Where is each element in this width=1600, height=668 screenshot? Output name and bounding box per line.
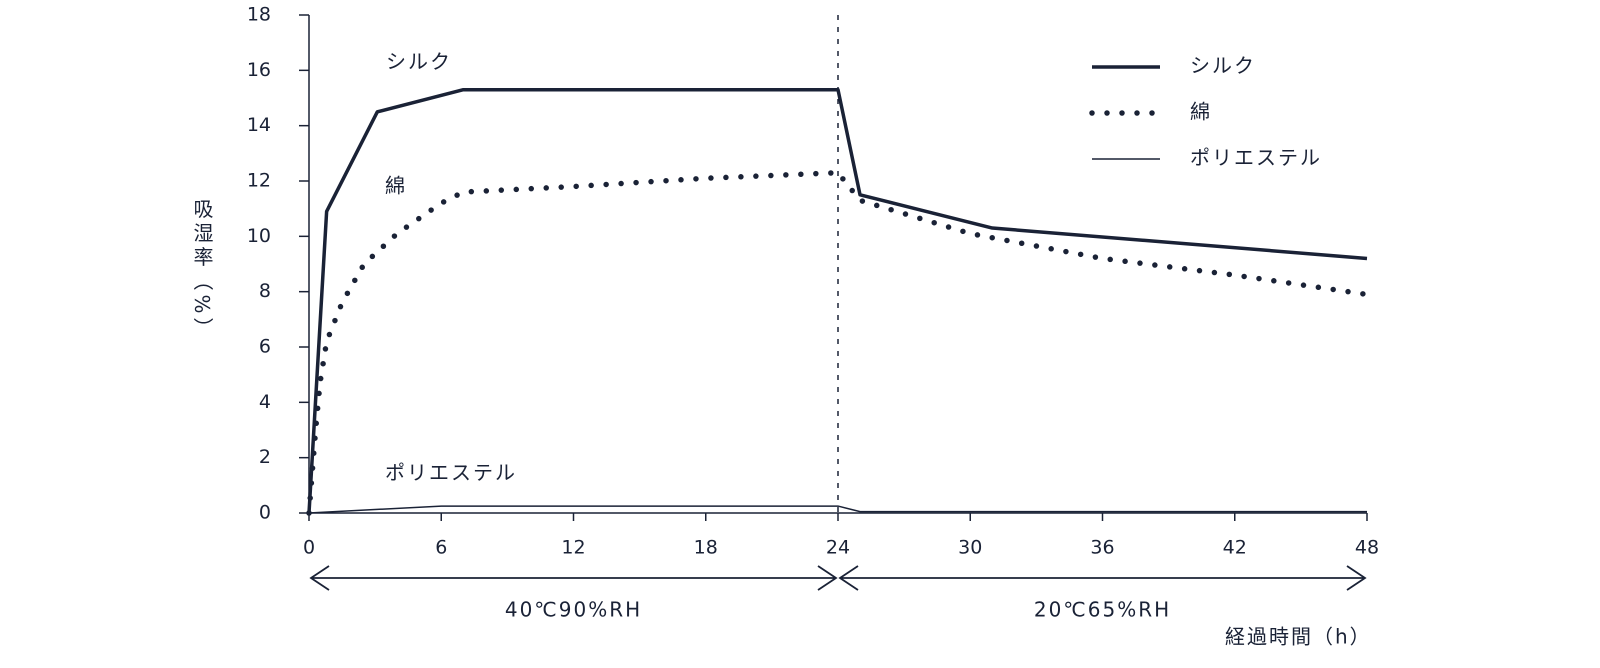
x-axis-label: 経過時間（h）	[1225, 625, 1372, 649]
period-label: 20℃65%RH	[1034, 598, 1171, 622]
x-tick-label: 6	[435, 537, 447, 559]
y-axis-label: 吸湿率（%）	[190, 198, 214, 341]
legend-label: 綿	[1190, 100, 1212, 124]
x-tick-label: 30	[958, 537, 982, 559]
period-label: 40℃90%RH	[505, 598, 642, 622]
y-tick-label: 10	[247, 225, 271, 247]
series-annotation: シルク	[386, 50, 452, 74]
x-tick-label: 42	[1223, 537, 1247, 559]
x-tick-label: 12	[561, 537, 585, 559]
y-tick-label: 4	[259, 391, 271, 413]
series-annotation: 綿	[385, 174, 407, 198]
series-annotation: ポリエステル	[385, 461, 517, 485]
legend-label: シルク	[1190, 54, 1256, 78]
y-tick-label: 0	[259, 502, 271, 524]
y-tick-label: 12	[247, 170, 271, 192]
y-tick-label: 16	[247, 59, 271, 81]
y-tick-label: 14	[247, 114, 271, 136]
legend-label: ポリエステル	[1190, 146, 1322, 170]
x-tick-label: 36	[1090, 537, 1114, 559]
series-line	[308, 505, 1367, 514]
x-tick-label: 18	[694, 537, 718, 559]
y-tick-label: 6	[259, 336, 271, 358]
y-tick-label: 8	[259, 280, 271, 302]
series-line	[307, 87, 1368, 514]
x-tick-label: 0	[303, 537, 315, 559]
x-tick-label: 24	[826, 537, 850, 559]
period-arrow	[309, 565, 838, 591]
x-tick-label: 48	[1355, 537, 1379, 559]
y-tick-label: 2	[259, 446, 271, 468]
period-arrow	[838, 565, 1367, 591]
y-tick-label: 18	[247, 4, 271, 26]
